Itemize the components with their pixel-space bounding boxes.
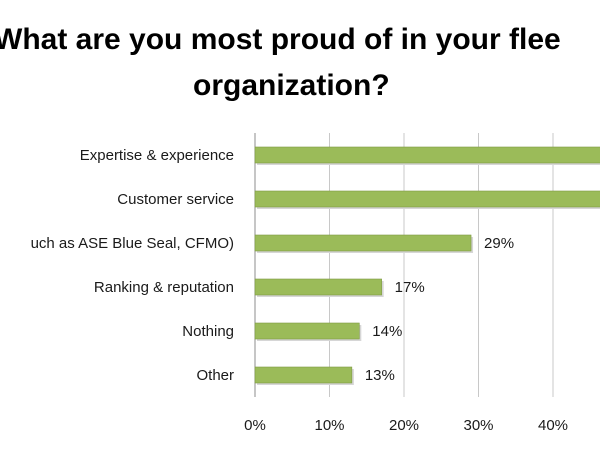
- chart-title-line-1: What are you most proud of in your flee: [0, 23, 561, 56]
- bar: [254, 278, 382, 296]
- data-label: 14%: [372, 323, 402, 340]
- category-label: Other: [196, 367, 234, 384]
- data-label: 13%: [365, 367, 395, 384]
- bar: [254, 366, 353, 384]
- bar: [254, 146, 600, 164]
- bar: [254, 190, 600, 208]
- category-label: Nothing: [182, 323, 234, 340]
- chart-title-line-2: organization?: [193, 69, 390, 102]
- x-tick-label: 40%: [538, 417, 568, 434]
- category-label: Expertise & experience: [80, 147, 234, 164]
- category-label: uch as ASE Blue Seal, CFMO): [31, 235, 234, 252]
- category-label: Customer service: [117, 191, 234, 208]
- data-label: 29%: [484, 235, 514, 252]
- x-tick-label: 0%: [244, 417, 266, 434]
- data-label: 17%: [395, 279, 425, 296]
- x-tick-label: 30%: [463, 417, 493, 434]
- x-tick-label: 20%: [389, 417, 419, 434]
- bar: [254, 322, 360, 340]
- bar: [254, 234, 472, 252]
- category-label: Ranking & reputation: [94, 279, 234, 296]
- x-tick-label: 10%: [314, 417, 344, 434]
